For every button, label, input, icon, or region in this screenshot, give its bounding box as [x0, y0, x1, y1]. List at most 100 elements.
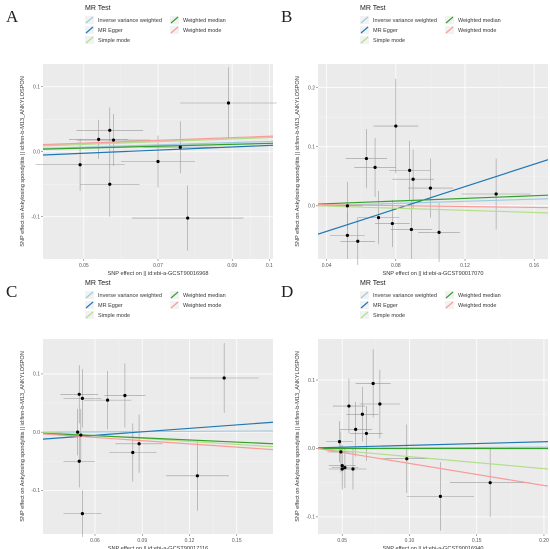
- x-tick-label: 0.05: [79, 263, 89, 269]
- data-point: [405, 457, 409, 461]
- x-tick-label: 0.12: [460, 263, 470, 269]
- legend-label: MR Egger: [98, 303, 123, 309]
- x-tick-label: 0.1: [266, 263, 273, 269]
- y-tick-label: 0.0: [308, 204, 315, 210]
- y-tick-label: 0.0: [33, 149, 40, 155]
- y-axis-title: SNP effect on Ankylosing spondylitis || …: [295, 351, 301, 522]
- legend-key: [170, 16, 179, 24]
- data-point: [80, 512, 84, 516]
- data-point: [79, 433, 83, 437]
- legend-title: MR Test: [360, 280, 386, 287]
- legend: MR Test Inverse variance weighted MR Egger…: [85, 5, 226, 44]
- plot-area: 0.05 0.07 0.09 0.1 -0.1 0.0 0.1: [31, 64, 277, 269]
- data-point: [340, 463, 344, 468]
- legend-label: Simple mode: [98, 313, 130, 319]
- x-axis-title: SNP effect on || id:ebi-a-GCST90016940: [383, 546, 484, 549]
- y-tick-label: 0.2: [308, 85, 315, 91]
- data-point: [77, 459, 81, 463]
- data-point: [111, 138, 116, 142]
- legend-label: MR Egger: [373, 28, 398, 34]
- data-point: [76, 430, 80, 434]
- x-tick-label: 0.04: [322, 263, 332, 269]
- legend-key: [445, 291, 454, 299]
- y-tick-label: -0.1: [31, 488, 40, 494]
- panel-D: D MR Test Inverse variance weighted MR Egge…: [281, 280, 549, 549]
- regression-line: [318, 447, 548, 487]
- legend-label: Weighted mode: [458, 303, 496, 309]
- data-point: [178, 145, 182, 149]
- regression-line: [318, 159, 548, 235]
- legend-key: [360, 311, 369, 319]
- x-tick-label: 0.15: [472, 538, 482, 544]
- data-point: [428, 186, 433, 190]
- x-tick-label: 0.16: [529, 263, 539, 269]
- legend-label: Inverse variance weighted: [373, 18, 437, 24]
- legend-label: MR Egger: [373, 303, 398, 309]
- plot-background: [318, 339, 548, 534]
- legend-label: Weighted median: [183, 293, 226, 299]
- data-point: [371, 381, 375, 386]
- data-point: [337, 440, 342, 444]
- y-tick-label: 0.0: [33, 430, 40, 436]
- data-point: [343, 466, 347, 470]
- regression-line: [43, 136, 273, 147]
- legend-title: MR Test: [85, 280, 111, 287]
- x-axis-title: SNP effect on || id:ebi-a-GCST90016968: [108, 271, 209, 277]
- legend-key: [170, 301, 179, 309]
- panel-C: C MR Test Inverse variance weighted MR Egge…: [6, 280, 273, 549]
- legend-key: [445, 301, 454, 309]
- legend-label: Inverse variance weighted: [98, 18, 162, 24]
- legend-label: Simple mode: [373, 38, 405, 44]
- legend: MR Test Inverse variance weighted MR Egger…: [85, 280, 226, 319]
- legend-title: MR Test: [360, 5, 386, 12]
- regression-line: [318, 204, 548, 209]
- regression-line: [318, 447, 548, 470]
- legend-key: [85, 36, 94, 44]
- plot-area: 0.04 0.08 0.12 0.16 0.0 0.1 0.2: [308, 64, 548, 269]
- data-point: [222, 376, 226, 380]
- data-point: [97, 137, 101, 141]
- data-point: [186, 216, 190, 220]
- data-point: [378, 402, 382, 406]
- y-tick-label: -0.1: [306, 515, 315, 521]
- legend-key: [360, 36, 369, 44]
- legend-key: [170, 26, 179, 34]
- legend: MR Test Inverse variance weighted MR Egger…: [360, 280, 501, 319]
- data-point: [123, 393, 127, 398]
- data-point: [437, 230, 441, 235]
- data-point: [78, 163, 82, 167]
- legend-label: Weighted median: [183, 18, 226, 24]
- y-tick-label: 0.1: [308, 378, 315, 384]
- x-tick-label: 0.09: [137, 538, 147, 544]
- x-tick-label: 0.15: [232, 538, 242, 544]
- y-axis-title: SNP effect on Ankylosing spondylitis || …: [20, 351, 26, 522]
- regression-lines: [318, 159, 548, 235]
- data-point: [137, 442, 141, 446]
- x-tick-label: 0.09: [227, 263, 237, 269]
- panel-letter: D: [281, 282, 293, 301]
- x-tick-label: 0.08: [391, 263, 401, 269]
- data-point: [494, 192, 498, 196]
- legend-key: [170, 291, 179, 299]
- plot-area: 0.06 0.09 0.12 0.15 -0.1 0.0 0.1: [31, 339, 273, 544]
- data-point: [354, 427, 358, 431]
- data-point: [108, 128, 112, 132]
- legend-key: [360, 26, 369, 34]
- data-point: [360, 412, 364, 416]
- legend-key: [85, 311, 94, 319]
- data-point: [364, 156, 369, 161]
- panel-letter: A: [6, 7, 19, 26]
- data-point: [77, 392, 81, 396]
- legend-label: Weighted mode: [183, 28, 221, 34]
- data-point: [80, 396, 84, 400]
- regression-line: [43, 142, 273, 150]
- legend-key: [85, 26, 94, 34]
- legend: MR Test Inverse variance weighted MR Egger…: [360, 5, 501, 44]
- regression-line: [318, 441, 548, 449]
- panel-A: A MR Test Inverse variance weighted MR Egge…: [6, 5, 277, 277]
- data-point: [411, 177, 415, 181]
- legend-key: [85, 301, 94, 309]
- plot-area: 0.05 0.10 0.15 0.20 -0.1 0.0 0.1: [306, 339, 549, 544]
- regression-lines: [43, 135, 273, 156]
- legend-label: Inverse variance weighted: [98, 293, 162, 299]
